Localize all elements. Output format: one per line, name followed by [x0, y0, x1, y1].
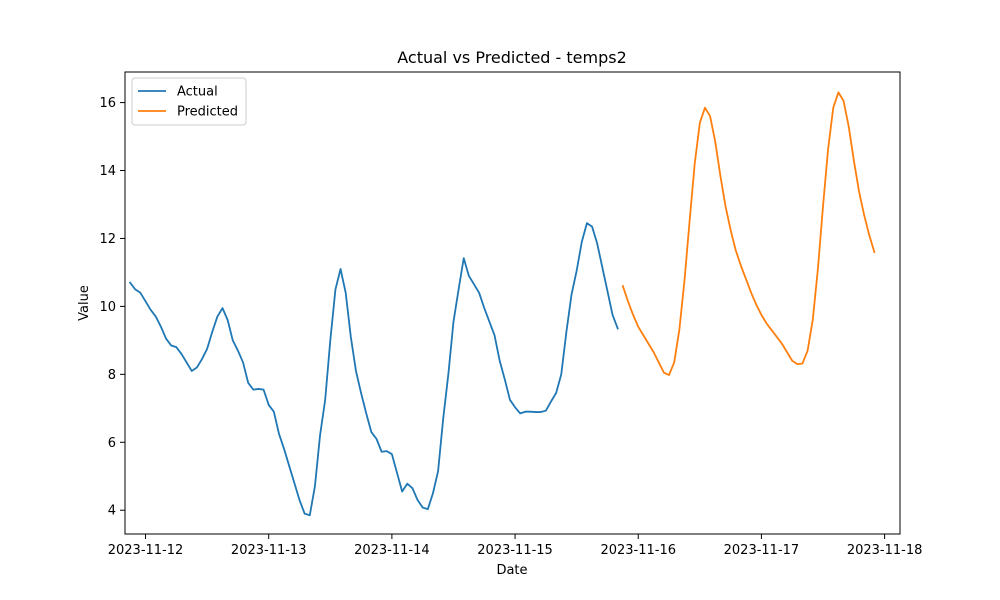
y-tick-label: 4 [108, 504, 116, 519]
y-tick-label: 16 [99, 96, 116, 111]
x-tick-label: 2023-11-15 [477, 543, 553, 558]
x-tick-label: 2023-11-12 [108, 543, 184, 558]
x-tick-label: 2023-11-14 [354, 543, 430, 558]
legend: Actual Predicted [131, 77, 247, 126]
legend-label-predicted: Predicted [177, 105, 238, 120]
series-layer [128, 91, 876, 517]
y-tick-label: 6 [108, 436, 116, 451]
y-tick-label: 14 [99, 164, 116, 179]
x-tick-label: 2023-11-16 [600, 543, 676, 558]
y-tick-label: 12 [99, 232, 116, 247]
legend-box [131, 77, 247, 126]
x-tick-label: 2023-11-13 [231, 543, 307, 558]
x-axis-title: Date [496, 563, 527, 578]
x-tick-label: 2023-11-17 [724, 543, 800, 558]
x-tick-label: 2023-11-18 [847, 543, 923, 558]
legend-label-actual: Actual [177, 85, 218, 100]
series-line-predicted [621, 91, 876, 376]
y-tick-label: 8 [108, 368, 116, 383]
series-line-actual [128, 222, 619, 517]
x-axis: 2023-11-12 2023-11-13 2023-11-14 2023-11-15… [108, 534, 923, 558]
y-tick-label: 10 [99, 300, 116, 315]
plot-area [124, 71, 901, 535]
legend-items: Actual Predicted [138, 85, 238, 120]
y-axis-title: Value [77, 285, 92, 321]
y-axis: 4 6 8 10 12 14 16 [99, 96, 125, 519]
chart-title: Actual vs Predicted - temps2 [397, 48, 627, 67]
